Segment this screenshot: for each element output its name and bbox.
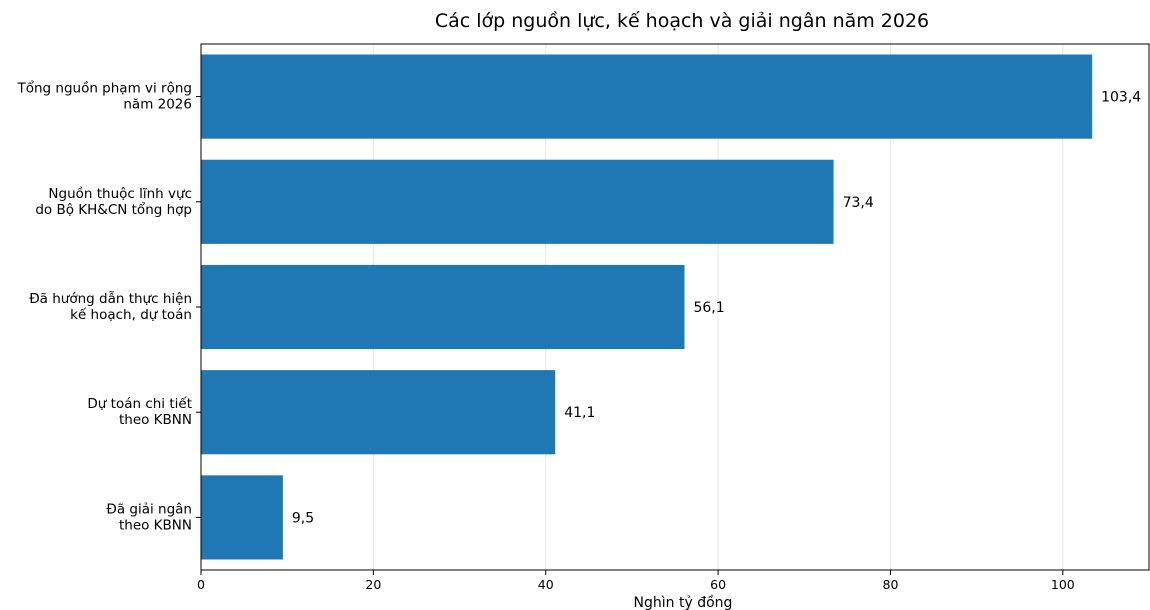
category-label: Đã giải ngân theo KBNN bbox=[106, 501, 192, 533]
category-label-line: kế hoạch, dự toán bbox=[70, 306, 192, 323]
category-label: Dự toán chi tiết theo KBNN bbox=[87, 395, 192, 428]
bar bbox=[201, 54, 1093, 139]
category-label-line: theo KBNN bbox=[119, 412, 192, 428]
bar bbox=[201, 264, 685, 350]
category-label-line: Đã hướng dẫn thực hiện bbox=[29, 290, 192, 307]
x-axis-title: Nghìn tỷ đồng bbox=[634, 594, 733, 610]
chart-title: Các lớp nguồn lực, kế hoạch và giải ngân… bbox=[435, 10, 929, 32]
category-label-line: Nguồn thuộc lĩnh vực bbox=[48, 185, 192, 202]
category-label-line: theo KBNN bbox=[119, 517, 192, 533]
x-tick-label: 0 bbox=[197, 577, 205, 592]
bars bbox=[201, 54, 1093, 560]
x-tick-label: 80 bbox=[883, 577, 899, 592]
bar-value-label: 41,1 bbox=[564, 405, 595, 421]
category-label: Tổng nguồn phạm vi rộng năm 2026 bbox=[16, 80, 192, 113]
category-label-line: Dự toán chi tiết bbox=[87, 395, 192, 412]
x-tick-label: 40 bbox=[538, 577, 554, 592]
category-label-line: Đã giải ngân bbox=[106, 501, 192, 517]
labels: 0 20 40 60 80 100 103,4 Tổng nguồn phạm vi rộng… bbox=[16, 80, 1141, 592]
bar-value-label: 9,5 bbox=[292, 510, 314, 526]
bar bbox=[201, 159, 834, 244]
category-label-line: Tổng nguồn phạm vi rộng bbox=[16, 80, 192, 97]
bar bbox=[201, 370, 556, 455]
bar bbox=[201, 475, 283, 560]
bar-value-label: 73,4 bbox=[843, 195, 874, 211]
category-label-line: năm 2026 bbox=[123, 97, 192, 113]
x-tick-label: 20 bbox=[365, 577, 381, 592]
bar-value-label: 56,1 bbox=[693, 300, 724, 316]
category-label: Nguồn thuộc lĩnh vực do Bộ KH&CN tổng hợp bbox=[35, 185, 192, 218]
category-label-line: do Bộ KH&CN tổng hợp bbox=[35, 201, 192, 218]
axes bbox=[196, 43, 1150, 575]
category-label: Đã hướng dẫn thực hiện kế hoạch, dự toán bbox=[29, 290, 192, 323]
x-tick-label: 60 bbox=[710, 577, 726, 592]
bar-value-label: 103,4 bbox=[1101, 90, 1141, 106]
plot-frame bbox=[200, 43, 1150, 571]
x-tick-label: 100 bbox=[1051, 577, 1075, 592]
